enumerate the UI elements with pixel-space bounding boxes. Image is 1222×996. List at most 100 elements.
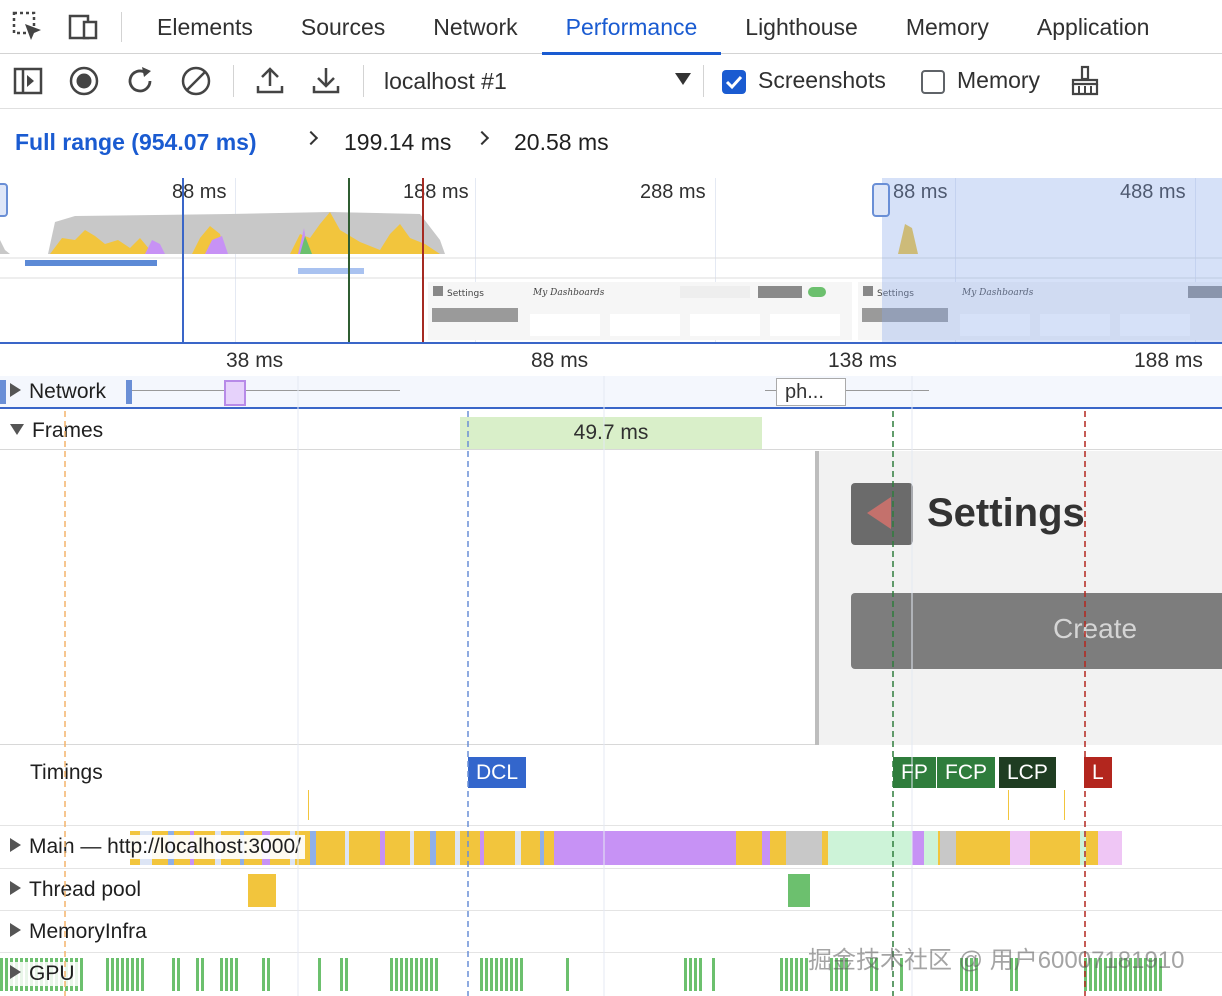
gpu-task — [172, 958, 175, 991]
frame-bar[interactable]: 49.7 ms — [460, 417, 762, 449]
gpu-task — [1099, 958, 1102, 991]
inspect-element-icon[interactable] — [11, 10, 45, 44]
gpu-task — [0, 958, 3, 991]
selection-handle[interactable] — [0, 183, 8, 217]
network-request[interactable]: ph... — [776, 378, 846, 406]
reload-record-icon[interactable] — [123, 64, 157, 98]
upload-icon[interactable] — [253, 64, 287, 98]
memory-label[interactable]: Memory — [957, 67, 1041, 93]
frame-screenshot[interactable]: Settings Create — [815, 451, 1222, 745]
gpu-task — [500, 958, 503, 991]
network-track-label[interactable]: Network — [10, 380, 106, 404]
toolbar-divider — [233, 65, 234, 97]
target-select[interactable]: localhost #1 — [384, 68, 507, 94]
thumb-title: Settings — [877, 289, 914, 299]
frames-track[interactable]: Frames 49.7 ms Settings Create — [0, 411, 1222, 745]
download-icon[interactable] — [309, 64, 343, 98]
overview-tick: 488 ms — [1120, 181, 1186, 203]
selection-handle[interactable] — [872, 183, 890, 217]
gpu-task — [1139, 958, 1142, 991]
timeline-overview[interactable]: 88 ms 188 ms 288 ms 88 ms 488 ms — [0, 178, 1222, 342]
gpu-task — [141, 958, 144, 991]
tab-lighthouse[interactable]: Lighthouse — [745, 14, 858, 40]
toggle-sidebar-icon[interactable] — [11, 64, 45, 98]
gpu-task — [1089, 958, 1092, 991]
gpu-task — [1159, 958, 1162, 991]
grid-line — [715, 178, 716, 342]
overview-selection[interactable] — [882, 178, 1222, 342]
lcp-marker[interactable]: LCP — [999, 757, 1056, 788]
gpu-task — [230, 958, 233, 991]
main-thread-track[interactable]: Main — http://localhost:3000/ — [0, 827, 1222, 869]
gpu-task — [220, 958, 223, 991]
network-request[interactable] — [224, 380, 246, 406]
memory-checkbox[interactable] — [921, 70, 945, 94]
network-track[interactable]: Network ph... — [0, 376, 1222, 409]
thread-pool-label[interactable]: Thread pool — [10, 878, 141, 902]
gpu-task — [1124, 958, 1127, 991]
device-toolbar-icon[interactable] — [66, 10, 100, 44]
tab-network[interactable]: Network — [433, 14, 518, 40]
gpu-task — [780, 958, 783, 991]
gpu-task — [515, 958, 518, 991]
gpu-track[interactable]: GPU — [0, 954, 1222, 996]
gpu-task — [785, 958, 788, 991]
clear-icon[interactable] — [179, 64, 213, 98]
frames-track-label[interactable]: Frames — [10, 419, 103, 443]
garbage-collect-icon[interactable] — [1068, 64, 1102, 98]
tab-sources[interactable]: Sources — [300, 14, 386, 40]
grid-line — [235, 178, 236, 342]
timings-track[interactable]: Timings DCL FP FCP LCP L — [0, 746, 1222, 826]
gpu-task — [390, 958, 393, 991]
gpu-task — [116, 958, 119, 991]
memory-infra-label[interactable]: MemoryInfra — [10, 920, 147, 944]
memory-infra-track[interactable]: MemoryInfra — [0, 912, 1222, 953]
fcp-marker[interactable]: FCP — [937, 757, 995, 788]
breadcrumb-level-2[interactable]: 199.14 ms — [344, 129, 452, 155]
gpu-task — [694, 958, 697, 991]
gpu-task — [225, 958, 228, 991]
watermark: 掘金技术社区 @ 用户60007181910 — [808, 947, 1185, 974]
screenshots-checkbox[interactable] — [722, 70, 746, 94]
gpu-task — [845, 958, 848, 991]
thread-task[interactable] — [248, 874, 276, 907]
time-ruler: 38 ms 88 ms 138 ms 188 ms — [0, 342, 1222, 376]
screenshots-label[interactable]: Screenshots — [758, 67, 886, 93]
gpu-task — [131, 958, 134, 991]
tab-performance[interactable]: Performance — [541, 0, 722, 55]
gpu-task — [805, 958, 808, 991]
breadcrumb-level-3[interactable]: 20.58 ms — [514, 129, 609, 155]
ruler-tick: 188 ms — [1134, 349, 1203, 372]
overview-tick: 88 ms — [893, 181, 948, 203]
screenshot-title: Settings — [927, 491, 1085, 535]
load-marker[interactable]: L — [1084, 757, 1112, 788]
range-breadcrumb: Full range (954.07 ms) 199.14 ms 20.58 m… — [0, 108, 1222, 178]
gpu-task — [267, 958, 270, 991]
record-icon[interactable] — [67, 64, 101, 98]
track-edge — [126, 380, 132, 404]
gpu-task — [520, 958, 523, 991]
breadcrumb-full-range[interactable]: Full range (954.07 ms) — [15, 129, 257, 155]
main-track-label[interactable]: Main — http://localhost:3000/ — [10, 835, 305, 859]
chevron-down-icon[interactable] — [675, 73, 691, 85]
gpu-task — [684, 958, 687, 991]
thread-task[interactable] — [788, 874, 810, 907]
ruler-tick: 88 ms — [531, 349, 589, 372]
gpu-task — [689, 958, 692, 991]
timings-track-label[interactable]: Timings — [30, 761, 103, 784]
gpu-track-label[interactable]: GPU — [10, 962, 79, 986]
gpu-task — [830, 958, 833, 991]
tab-memory[interactable]: Memory — [905, 14, 989, 40]
tab-application[interactable]: Application — [1036, 14, 1150, 40]
request-whisker — [132, 390, 400, 391]
app-logo-icon — [851, 483, 913, 545]
dcl-marker[interactable]: DCL — [468, 757, 527, 788]
tab-elements[interactable]: Elements — [157, 14, 253, 40]
gpu-task — [420, 958, 423, 991]
gpu-task — [177, 958, 180, 991]
gpu-task — [970, 958, 973, 991]
gpu-task — [1154, 958, 1157, 991]
thread-pool-track[interactable]: Thread pool — [0, 870, 1222, 911]
fp-marker[interactable]: FP — [893, 757, 936, 788]
expand-icon — [10, 923, 21, 937]
